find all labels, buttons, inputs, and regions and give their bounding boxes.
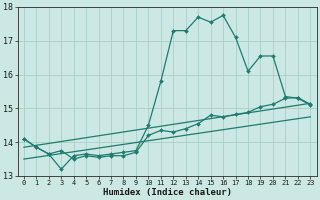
X-axis label: Humidex (Indice chaleur): Humidex (Indice chaleur)	[103, 188, 232, 197]
